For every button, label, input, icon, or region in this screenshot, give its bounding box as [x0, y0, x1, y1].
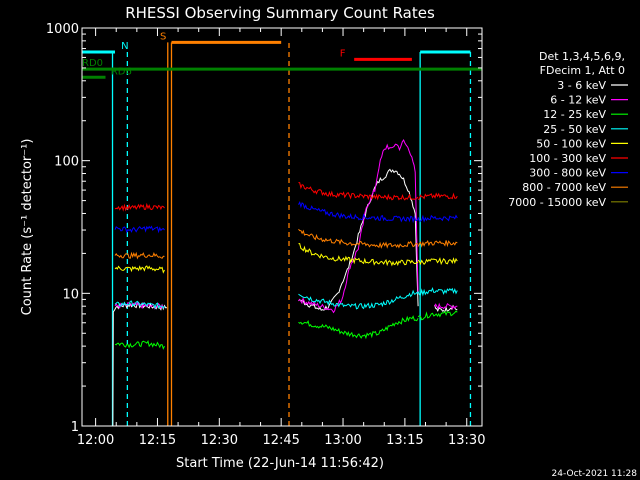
legend-entry-label: 7000 - 15000 keV — [508, 196, 606, 209]
y-tick-label: 10 — [62, 287, 79, 302]
legend-entry-label: 50 - 100 keV — [536, 137, 606, 150]
series-line-7-0 — [114, 251, 165, 260]
series-line-2-2 — [417, 310, 458, 321]
y-axis-label: Count Rate (s⁻¹ detector⁻¹) — [20, 139, 35, 316]
x-tick-label: 12:00 — [77, 433, 114, 448]
x-tick-label: 12:30 — [201, 433, 238, 448]
legend-entry-label: 6 - 12 keV — [550, 94, 606, 107]
series-line-4-0 — [114, 265, 165, 274]
x-tick-label: 13:00 — [324, 433, 361, 448]
legend-entry-label: 12 - 25 keV — [543, 108, 606, 121]
legend-entry-label: 800 - 7000 keV — [522, 181, 606, 194]
series-line-2-0 — [114, 339, 165, 350]
series-line-0-2 — [434, 304, 458, 314]
series-line-5-0 — [114, 202, 165, 212]
generation-timestamp: 24-Oct-2021 11:28 — [552, 469, 638, 479]
x-tick-label: 12:45 — [262, 433, 299, 448]
series-line-4-2 — [417, 257, 458, 266]
chart-title: RHESSI Observing Summary Count Rates — [125, 4, 435, 22]
series-lines — [112, 138, 458, 426]
series-line-1-2 — [434, 302, 458, 310]
series-line-7-2 — [417, 239, 458, 248]
x-tick-label: 12:15 — [139, 433, 176, 448]
series-line-5-2 — [417, 192, 458, 201]
series-line-4-1 — [298, 243, 419, 267]
legend-entry-label: 300 - 800 keV — [529, 167, 606, 180]
series-line-6-0 — [114, 225, 165, 234]
series-line-3-1 — [298, 289, 419, 310]
y-tick-label: 100 — [54, 155, 79, 170]
event-bar-label-n: N — [121, 41, 128, 52]
series-line-1-1 — [298, 138, 419, 314]
event-bars — [82, 40, 482, 79]
x-axis: 12:00 12:15 12:30 12:45 13:00 13:15 13:30 — [77, 28, 485, 448]
legend-header: Det 1,3,4,5,6,9, — [539, 50, 625, 63]
series-line-3-2 — [417, 287, 458, 297]
event-bar-label-rd6: RD6 — [111, 66, 132, 77]
series-line-2-1 — [298, 315, 419, 340]
legend-entry-label: 25 - 50 keV — [543, 123, 606, 136]
y-axis: 1 10 100 1000 — [46, 22, 482, 435]
event-bar-label-rd0: RD0 — [82, 58, 103, 69]
y-tick-label: 1000 — [46, 22, 79, 37]
legend: Det 1,3,4,5,6,9,FDecim 1, Att 0 3 - 6 keV… — [508, 50, 628, 209]
series-line-7-1 — [298, 228, 419, 249]
event-bar-label-f: F — [340, 48, 346, 59]
series-line-3-0 — [114, 300, 165, 310]
legend-entry-label: 100 - 300 keV — [529, 152, 606, 165]
series-line-0-1 — [298, 168, 419, 311]
legend-entry-label: 3 - 6 keV — [557, 79, 606, 92]
x-tick-label: 13:15 — [386, 433, 423, 448]
series-line-6-1 — [298, 201, 419, 224]
x-tick-label: 13:30 — [448, 433, 485, 448]
legend-header: FDecim 1, Att 0 — [540, 64, 625, 77]
vertical-markers — [111, 42, 472, 426]
plot-frame — [81, 27, 483, 427]
event-bar-label-s: S — [160, 31, 166, 42]
y-tick-label: 1 — [71, 420, 79, 435]
x-axis-label: Start Time (22-Jun-14 11:56:42) — [176, 456, 384, 471]
event-bar-labels: N S F RD0 RD6 — [82, 31, 346, 77]
series-line-5-1 — [298, 182, 419, 201]
series-line-6-2 — [417, 214, 458, 223]
